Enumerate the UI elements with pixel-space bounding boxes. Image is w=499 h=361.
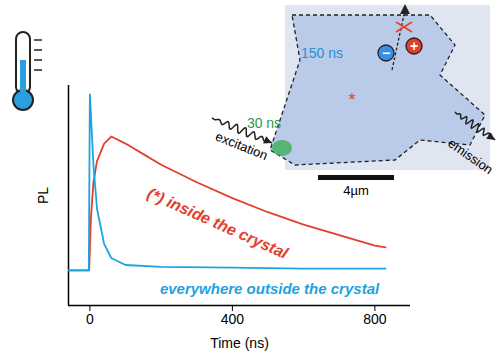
svg-text:(*) inside the crystal: (*) inside the crystal [145, 184, 291, 262]
svg-text:+: + [410, 38, 418, 54]
svg-text:−: − [382, 45, 390, 61]
svg-text:Time (ns): Time (ns) [210, 335, 269, 351]
svg-text:800: 800 [363, 311, 387, 327]
svg-text:400: 400 [221, 311, 245, 327]
svg-text:PL: PL [35, 187, 51, 204]
svg-text:30 ns: 30 ns [247, 115, 281, 131]
svg-text:excitation: excitation [213, 129, 270, 163]
svg-text:150 ns: 150 ns [301, 45, 343, 61]
svg-text:0: 0 [86, 311, 94, 327]
svg-text:*: * [348, 90, 355, 110]
svg-text:4µm: 4µm [343, 183, 369, 198]
svg-text:everywhere outside the crystal: everywhere outside the crystal [160, 280, 380, 297]
svg-text:emission: emission [445, 135, 496, 177]
